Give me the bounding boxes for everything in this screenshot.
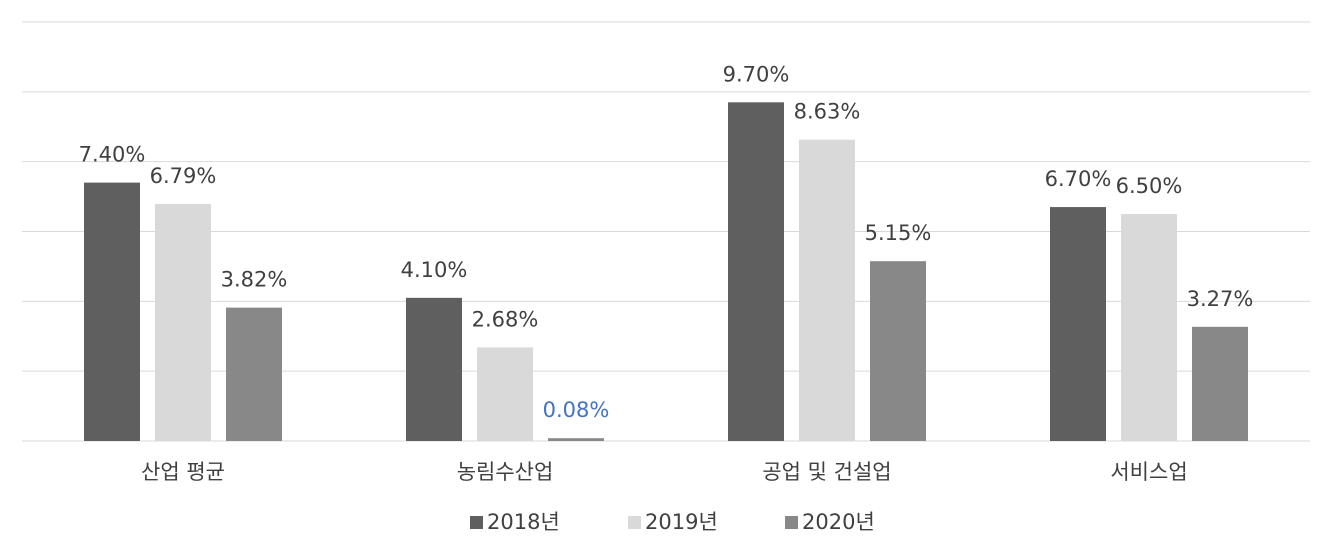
data-label: 8.63%	[794, 100, 861, 124]
x-tick-label: 서비스업	[1110, 460, 1187, 484]
legend-swatch	[470, 516, 483, 529]
x-tick-label: 공업 및 건설업	[762, 460, 891, 484]
bar	[728, 102, 784, 441]
data-label: 2.68%	[472, 307, 539, 331]
bar	[84, 182, 140, 441]
data-label: 4.10%	[401, 258, 468, 282]
bar	[1050, 207, 1106, 441]
data-label: 9.70%	[723, 62, 790, 86]
data-label: 7.40%	[79, 143, 146, 167]
bar	[226, 307, 282, 441]
data-label: 6.70%	[1045, 167, 1112, 191]
bar	[799, 139, 855, 441]
bar	[1192, 326, 1248, 441]
data-label: 3.27%	[1187, 287, 1254, 311]
data-label: 6.50%	[1116, 174, 1183, 198]
legend-swatch	[785, 516, 798, 529]
bar	[155, 203, 211, 441]
legend-label: 2018년	[487, 510, 560, 534]
x-tick-label: 농림수산업	[457, 460, 554, 484]
bar	[1121, 214, 1177, 441]
bar	[548, 438, 604, 441]
legend-swatch	[628, 516, 641, 529]
bar	[870, 261, 926, 441]
data-label: 6.79%	[150, 164, 217, 188]
data-label: 5.15%	[865, 221, 932, 245]
bar	[477, 347, 533, 441]
x-tick-label: 산업 평균	[141, 460, 225, 484]
legend-label: 2019년	[645, 510, 718, 534]
legend-label: 2020년	[802, 510, 875, 534]
bar	[406, 297, 462, 441]
data-label: 3.82%	[221, 268, 288, 292]
data-label: 0.08%	[543, 398, 610, 422]
